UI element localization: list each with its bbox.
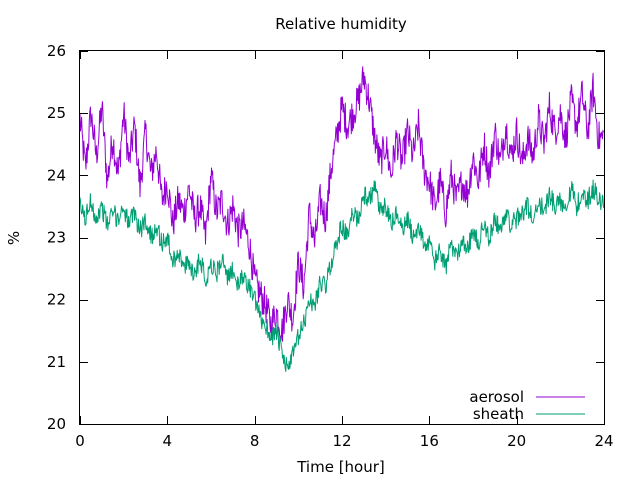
- x-tick-label: 20: [507, 432, 526, 450]
- plot-frame: [79, 50, 605, 425]
- x-tick-label: 4: [163, 432, 173, 450]
- x-tick-label: 8: [250, 432, 260, 450]
- x-tick-label: 12: [332, 432, 351, 450]
- x-tick-label: 16: [420, 432, 439, 450]
- x-tick-label: 0: [75, 432, 85, 450]
- x-tick-label: 24: [594, 432, 613, 450]
- y-tick-label: 21: [47, 353, 66, 371]
- y-tick-label: 26: [47, 42, 66, 60]
- series-line-sheath: [79, 179, 604, 372]
- y-tick-label: 20: [47, 415, 66, 433]
- legend-label-sheath: sheath: [473, 405, 524, 423]
- x-axis-label: Time [hour]: [296, 458, 385, 476]
- series-lines: [79, 66, 604, 372]
- legend-label-aerosol: aerosol: [469, 388, 524, 406]
- axis-tick-labels: 0 4 8 12 16 20 24 20 21 22 23 24 25 26: [47, 42, 614, 450]
- chart-title: Relative humidity: [275, 15, 407, 33]
- y-tick-label: 23: [47, 229, 66, 247]
- y-tick-label: 25: [47, 104, 66, 122]
- y-tick-label: 22: [47, 291, 66, 309]
- y-axis-label: %: [5, 231, 23, 245]
- y-tick-label: 24: [47, 166, 66, 184]
- series-line-aerosol: [79, 66, 604, 342]
